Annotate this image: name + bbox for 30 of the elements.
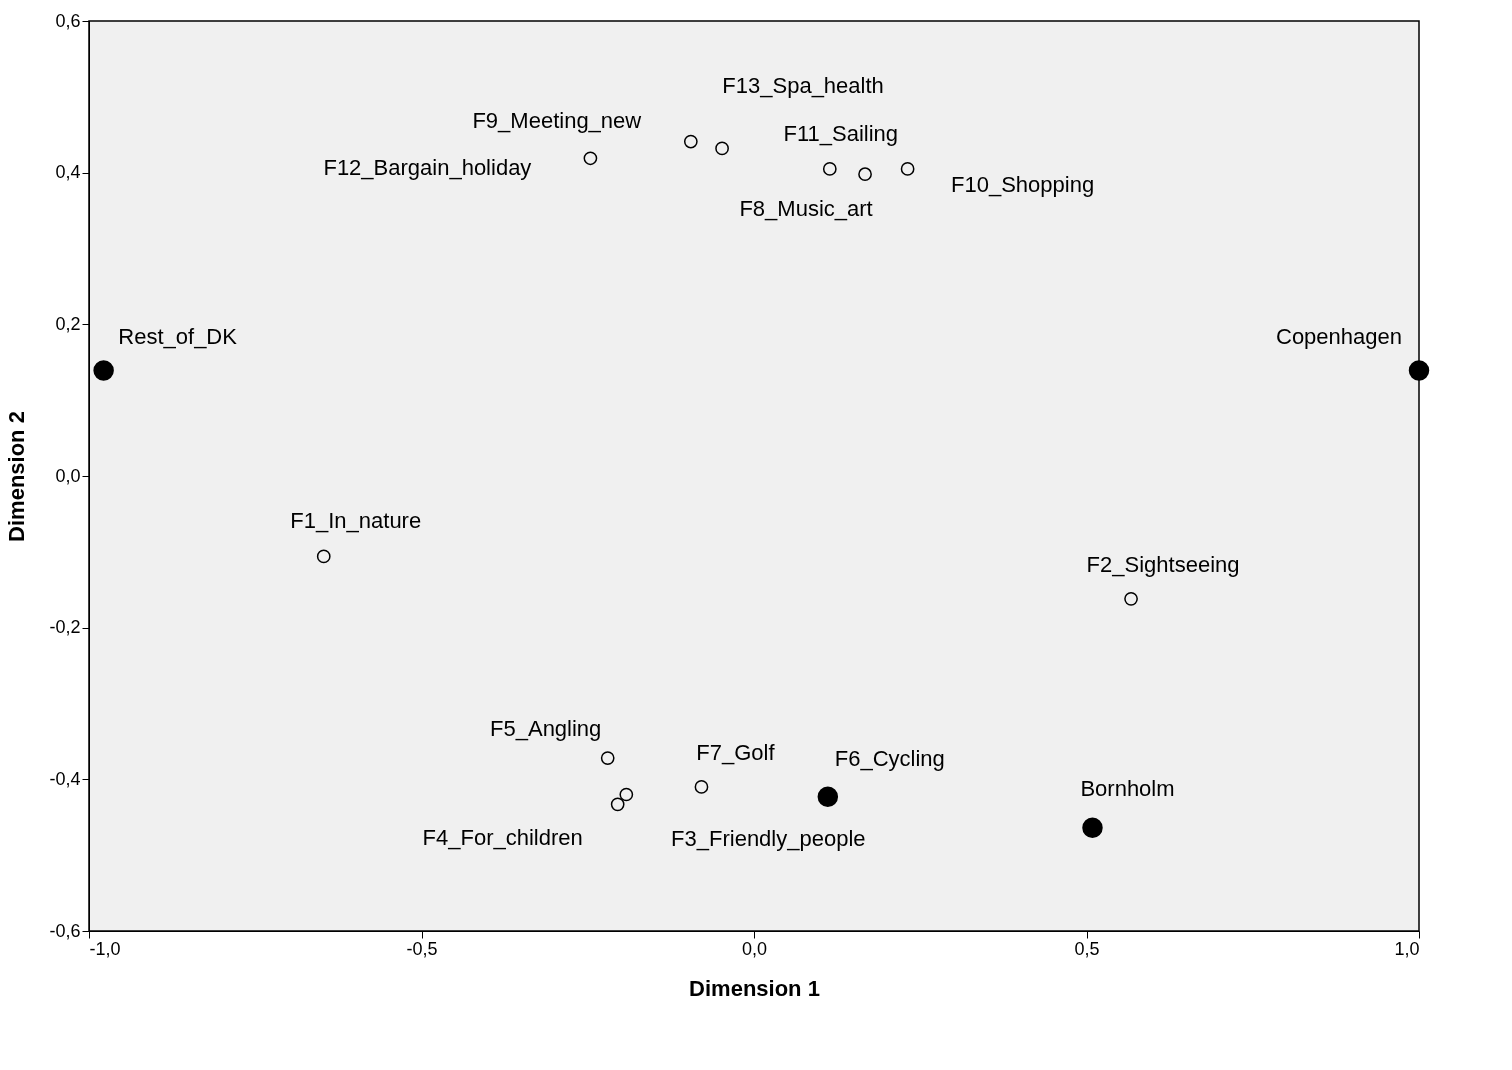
annotation: F1_In_nature [290, 508, 422, 534]
annotation: F9_Meeting_new [472, 107, 642, 133]
annotation: F6_Cycling [834, 745, 945, 771]
x-tick-label: 0,0 [741, 938, 768, 959]
y-tick-label: -0,2 [49, 617, 81, 638]
annotation: F13_Spa_health [722, 73, 884, 99]
x-axis-title: Dimension 1 [689, 975, 820, 1001]
annotation: Bornholm [1080, 775, 1175, 801]
annotation: F11_Sailing [783, 120, 899, 146]
y-axis-title: Dimension 2 [4, 411, 30, 542]
x-tick-label: 1,0 [1394, 938, 1420, 959]
annotation: F8_Music_art [739, 196, 873, 222]
x-tick-label: -1,0 [89, 938, 121, 959]
annotation: Copenhagen [1275, 323, 1403, 349]
annotation: F7_Golf [696, 739, 776, 765]
annotation: F4_For_children [422, 825, 583, 851]
x-tick-label: 0,5 [1074, 938, 1100, 959]
y-tick-label: 0,4 [55, 162, 81, 183]
annotation: F12_Bargain_holiday [323, 155, 532, 181]
y-tick-label: -0,6 [49, 920, 81, 941]
y-tick-label: 0,2 [55, 313, 81, 334]
annotation: F10_Shopping [951, 171, 1095, 197]
y-tick-label: 0,0 [55, 465, 81, 486]
annotation: F2_Sightseeing [1086, 551, 1240, 577]
x-tick-label: -0,5 [406, 938, 438, 959]
annotation: F3_Friendly_people [671, 825, 866, 851]
annotation: F5_Angling [490, 716, 602, 742]
annotation: Rest_of_DK [118, 323, 238, 349]
y-tick-label: 0,6 [55, 10, 81, 31]
y-tick-label: -0,4 [49, 768, 81, 789]
